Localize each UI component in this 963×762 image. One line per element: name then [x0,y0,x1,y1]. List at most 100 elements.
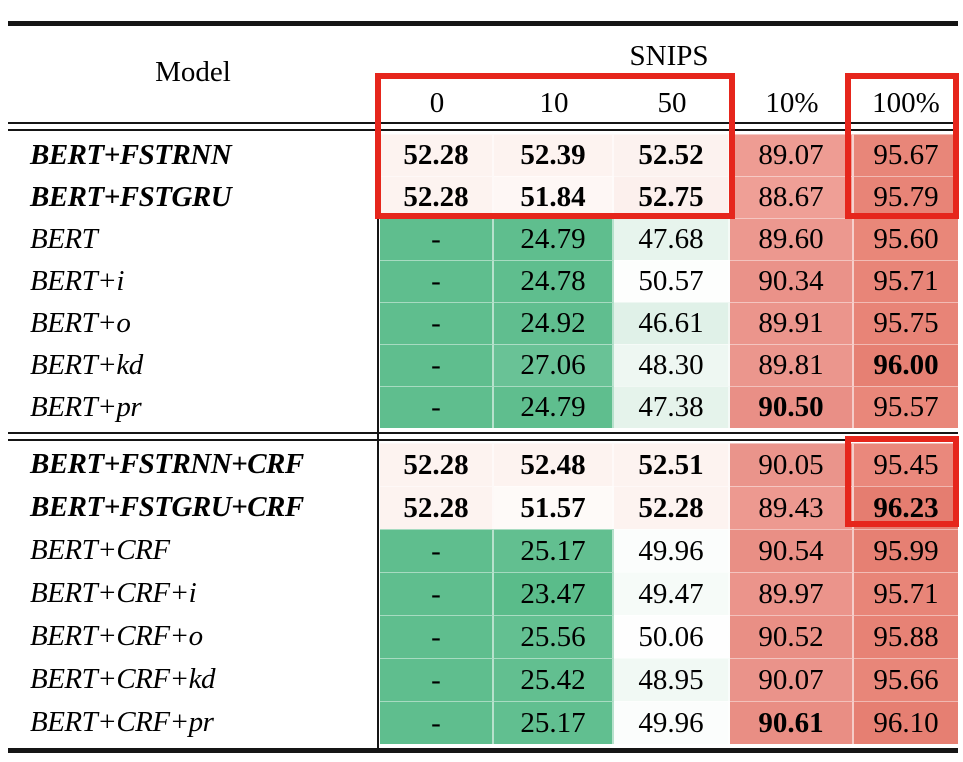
value-cell: - [380,386,494,428]
highlight-box-100pct-header [845,73,959,219]
model-name: BERT+CRF [30,534,170,566]
value-cell: 47.68 [614,218,730,260]
value-cell: - [380,260,494,302]
model-name: BERT+pr [30,390,142,423]
model-name: BERT+FSTGRU+CRF [30,491,304,523]
value-cell: 24.78 [494,260,614,302]
highlight-box-100pct-crf [845,436,959,527]
value-cell: 90.05 [730,443,854,486]
value-cell: 24.79 [494,386,614,428]
table-row: BERT+CRF -25.17 49.96 90.54 95.99 [0,529,963,572]
model-name: BERT+CRF+o [30,620,203,652]
table-row: BERT+i -24.78 50.57 90.34 95.71 [0,260,963,302]
table-row: BERT+FSTGRU 52.28 51.84 52.75 88.67 95.79 [0,176,963,218]
value-cell: 95.67 [854,134,958,176]
table-row: BERT+FSTRNN+CRF 52.28 52.48 52.51 90.05 95.45 [0,443,963,486]
value-cell: 47.38 [614,386,730,428]
table-row: BERT+kd -27.06 48.30 89.81 96.00 [0,344,963,386]
value-cell: 95.66 [854,658,958,701]
model-column-header: Model [155,56,231,88]
value-cell: 24.92 [494,302,614,344]
value-cell: - [380,701,494,744]
value-cell: - [380,302,494,344]
value-cell: 95.88 [854,615,958,658]
header-double-rule [8,122,958,131]
model-name: BERT+FSTGRU [30,180,232,213]
value-cell: 50.06 [614,615,730,658]
value-cell: 25.17 [494,529,614,572]
table-row: BERT+o -24.92 46.61 89.91 95.75 [0,302,963,344]
column-header-0: 0 [429,87,445,119]
value-cell: 48.95 [614,658,730,701]
value-cell: - [380,572,494,615]
model-name: BERT+CRF+pr [30,706,214,738]
value-cell: 52.28 [380,443,494,486]
model-name: BERT+CRF+kd [30,663,216,695]
value-cell: 89.60 [730,218,854,260]
section-double-rule [8,432,958,441]
value-cell: 52.28 [380,486,494,529]
column-header-10: 10 [539,87,569,119]
value-cell: 95.75 [854,302,958,344]
value-cell: 25.42 [494,658,614,701]
value-cell: 25.56 [494,615,614,658]
table-row: BERT -24.79 47.68 89.60 95.60 [0,218,963,260]
table-row: BERT+CRF+pr -25.17 49.96 90.61 96.10 [0,701,963,744]
value-cell: 89.91 [730,302,854,344]
value-cell: 23.47 [494,572,614,615]
value-cell: 95.71 [854,572,958,615]
value-cell: 90.54 [730,529,854,572]
value-cell: 52.28 [380,176,494,218]
value-cell: 52.75 [614,176,730,218]
snips-group-header: SNIPS [629,40,709,72]
value-cell: 90.52 [730,615,854,658]
value-cell: - [380,529,494,572]
model-name: BERT+FSTRNN [30,138,232,171]
model-name: BERT+o [30,306,131,339]
value-cell: 95.60 [854,218,958,260]
value-cell: 48.30 [614,344,730,386]
model-name: BERT+i [30,264,124,297]
value-cell: 95.45 [854,443,958,486]
value-cell: - [380,615,494,658]
model-name: BERT+FSTRNN+CRF [30,448,304,480]
value-cell: 96.10 [854,701,958,744]
value-cell: 89.81 [730,344,854,386]
model-column-divider [377,131,379,748]
value-cell: - [380,658,494,701]
value-cell: 90.50 [730,386,854,428]
table-row: BERT+CRF+kd -25.42 48.95 90.07 95.66 [0,658,963,701]
column-header-50: 50 [657,87,687,119]
value-cell: 51.57 [494,486,614,529]
value-cell: 89.07 [730,134,854,176]
value-cell: 52.51 [614,443,730,486]
value-cell: 95.99 [854,529,958,572]
column-header-10pct: 10% [765,87,819,119]
value-cell: 95.71 [854,260,958,302]
table-row: BERT+CRF+o -25.56 50.06 90.52 95.88 [0,615,963,658]
value-cell: 90.61 [730,701,854,744]
value-cell: 96.00 [854,344,958,386]
value-cell: 27.06 [494,344,614,386]
value-cell: 50.57 [614,260,730,302]
model-name: BERT+CRF+i [30,577,197,609]
value-cell: 88.67 [730,176,854,218]
value-cell: 89.97 [730,572,854,615]
value-cell: 90.34 [730,260,854,302]
value-cell: 89.43 [730,486,854,529]
value-cell: 49.96 [614,701,730,744]
value-cell: 51.84 [494,176,614,218]
value-cell: 49.47 [614,572,730,615]
value-cell: 49.96 [614,529,730,572]
value-cell: 95.57 [854,386,958,428]
value-cell: 52.28 [380,134,494,176]
value-cell: 95.79 [854,176,958,218]
column-header-100pct: 100% [872,87,940,119]
value-cell: 24.79 [494,218,614,260]
value-cell: 52.48 [494,443,614,486]
table-row: BERT+FSTGRU+CRF 52.28 51.57 52.28 89.43 96.23 [0,486,963,529]
value-cell: 46.61 [614,302,730,344]
table-row: BERT+CRF+i -23.47 49.47 89.97 95.71 [0,572,963,615]
value-cell: 52.39 [494,134,614,176]
